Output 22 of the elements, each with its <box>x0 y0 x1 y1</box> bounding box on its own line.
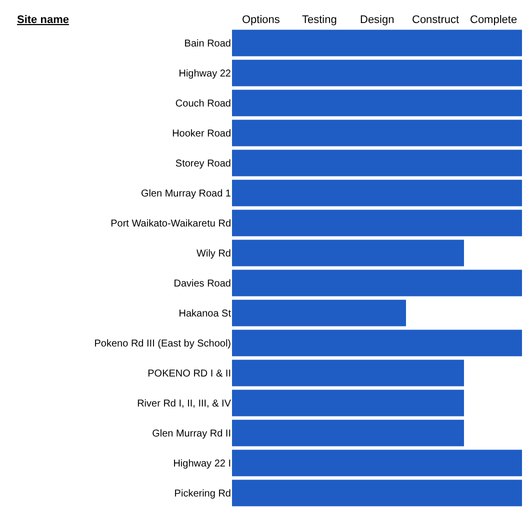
y-tick-label: Port Waikato-Waikaretu Rd <box>110 218 231 230</box>
y-tick-label: Glen Murray Rd II <box>152 428 231 440</box>
y-tick-label: Pokeno Rd III (East by School) <box>94 338 231 350</box>
y-tick-label: POKENO RD I & II <box>148 368 231 380</box>
y-tick-label: Hakanoa St <box>178 308 232 320</box>
y-tick-label: Hooker Road <box>172 128 231 140</box>
y-tick-label: Couch Road <box>175 98 231 110</box>
text: Options <box>242 14 280 26</box>
y-tick-label: Highway 22 <box>178 68 232 80</box>
y-tick-label: Bain Road <box>184 38 231 50</box>
text: Testing <box>302 14 337 26</box>
text: Design <box>360 14 394 26</box>
y-tick-label: Davies Road <box>174 278 231 290</box>
y-tick-label: Glen Murray Road 1 <box>140 188 232 200</box>
text: Construct <box>412 14 460 26</box>
y-tick-label: Pickering Rd <box>174 488 231 500</box>
y-tick-label: Highway 22 I <box>173 458 231 470</box>
y-tick-label: River Rd I, II, III, & IV <box>137 398 232 410</box>
y-axis-title: Site name <box>17 14 69 26</box>
text: Complete <box>470 14 518 26</box>
y-tick-label: Wily Rd <box>196 248 231 260</box>
y-tick-label: Storey Road <box>175 158 231 170</box>
